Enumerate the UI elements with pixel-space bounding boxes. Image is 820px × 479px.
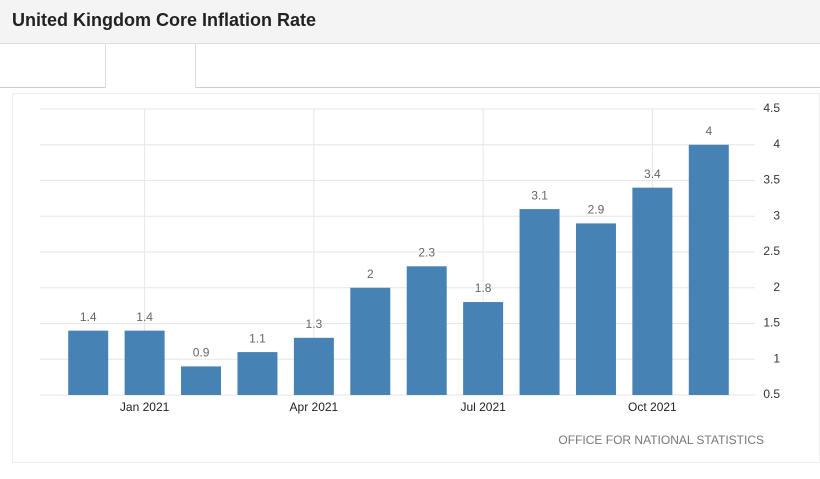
data-label: 1.8 bbox=[475, 281, 492, 295]
source: OFFICE FOR NATIONAL STATISTICS bbox=[558, 433, 764, 447]
x-tick-label: Oct 2021 bbox=[628, 400, 677, 414]
bar bbox=[68, 330, 109, 395]
x-tick-label: Jul 2021 bbox=[460, 400, 506, 414]
bar bbox=[406, 266, 447, 395]
data-label: 1.3 bbox=[306, 317, 323, 331]
bar bbox=[181, 366, 222, 395]
data-label: 1.1 bbox=[249, 331, 266, 345]
bar bbox=[293, 337, 334, 395]
y-tick-label: 3.5 bbox=[763, 173, 780, 187]
y-tick-label: 3 bbox=[773, 208, 780, 222]
data-label: 3.1 bbox=[531, 188, 548, 202]
y-tick-label: 0.5 bbox=[763, 387, 780, 401]
data-label: 0.9 bbox=[193, 346, 210, 360]
header: United Kingdom Core Inflation Rate bbox=[0, 0, 820, 44]
y-tick-label: 1.5 bbox=[763, 316, 780, 330]
data-label: 1.4 bbox=[80, 310, 97, 324]
y-tick-label: 1 bbox=[773, 351, 780, 365]
data-label: 4 bbox=[705, 124, 712, 138]
y-tick-label: 2 bbox=[773, 280, 780, 294]
x-tick-label: Apr 2021 bbox=[290, 400, 339, 414]
bar bbox=[463, 302, 504, 395]
bar bbox=[519, 209, 560, 395]
data-label: 3.4 bbox=[644, 167, 661, 181]
data-label: 1.4 bbox=[136, 310, 153, 324]
data-label: 2 bbox=[367, 267, 374, 281]
x-tick-label: Jan 2021 bbox=[120, 400, 170, 414]
data-label: 2.9 bbox=[588, 203, 605, 217]
tab-bar bbox=[0, 44, 820, 88]
y-tick-label: 4 bbox=[773, 137, 780, 151]
tab[interactable] bbox=[105, 44, 196, 88]
y-tick-label: 2.5 bbox=[763, 244, 780, 258]
data-label: 2.3 bbox=[418, 245, 435, 259]
bar bbox=[124, 330, 165, 395]
bar bbox=[688, 144, 729, 395]
bar bbox=[350, 287, 391, 395]
bar bbox=[632, 187, 673, 395]
bar bbox=[237, 352, 278, 395]
bar bbox=[575, 223, 616, 395]
y-tick-label: 4.5 bbox=[763, 101, 780, 115]
chart-title: United Kingdom Core Inflation Rate bbox=[12, 10, 316, 30]
